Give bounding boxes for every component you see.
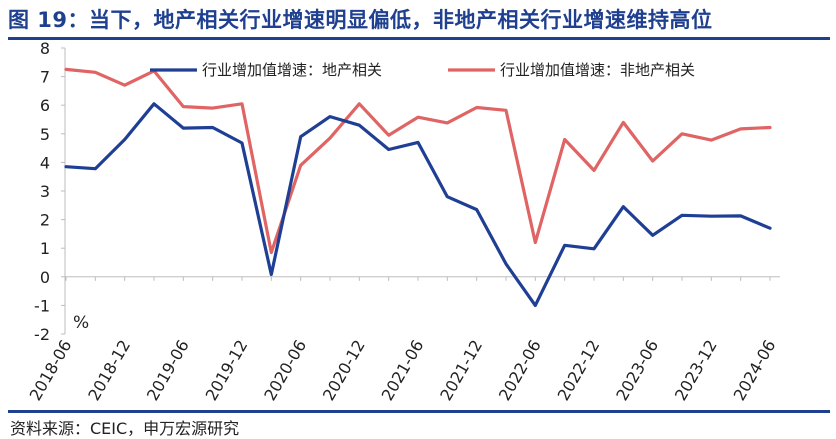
x-tick-label: 2023-06 (612, 337, 662, 404)
x-tick-label: 2021-12 (436, 336, 486, 403)
legend-label: 行业增加值增速：地产相关 (202, 61, 382, 79)
footer-rule (8, 410, 830, 413)
y-tick-label: 6 (40, 96, 50, 115)
x-axis: 2018-06 2018-12 2019-06 2019-12 2020-06 2020-… (26, 276, 780, 404)
x-tick-label: 2024-06 (730, 337, 780, 404)
x-tick-label: 2019-12 (202, 337, 252, 404)
source-note: 资料来源：CEIC，申万宏源研究 (10, 419, 240, 438)
y-tick-label: 7 (40, 68, 50, 87)
x-tick-label: 2018-06 (26, 337, 76, 404)
y-tick-label: -2 (34, 325, 50, 344)
x-tick-label: 2021-06 (378, 337, 428, 404)
y-tick-label: 4 (40, 153, 50, 172)
y-tick-label: 5 (40, 125, 50, 144)
y-tick-label: 3 (40, 182, 50, 201)
y-tick-label: -1 (34, 296, 50, 315)
x-tick-label: 2018-12 (84, 337, 134, 404)
title-underline (8, 37, 830, 40)
x-tick-label: 2020-12 (319, 337, 369, 404)
y-unit-label: % (73, 313, 89, 333)
series-layer (64, 67, 772, 307)
x-tick-label: 2020-06 (260, 337, 310, 404)
y-tick-label: 2 (40, 211, 50, 230)
y-axis: -2 -1 0 1 2 3 4 5 6 7 8 (34, 39, 66, 344)
y-tick-label: 1 (40, 239, 50, 258)
legend-label: 行业增加值增速：非地产相关 (500, 61, 695, 79)
y-tick-label: 0 (40, 268, 50, 287)
chart-title: 图 19：当下，地产相关行业增速明显偏低，非地产相关行业增速维持高位 (8, 8, 713, 32)
series-line (64, 67, 772, 255)
series-line (64, 102, 772, 307)
y-tick-label: 8 (40, 39, 50, 58)
legend: 行业增加值增速：地产相关 行业增加值增速：非地产相关 (150, 61, 695, 79)
x-tick-label: 2019-06 (143, 337, 193, 404)
x-tick-label: 2023-12 (671, 337, 721, 404)
x-tick-label: 2022-06 (495, 337, 545, 404)
x-tick-label: 2022-12 (554, 337, 604, 404)
